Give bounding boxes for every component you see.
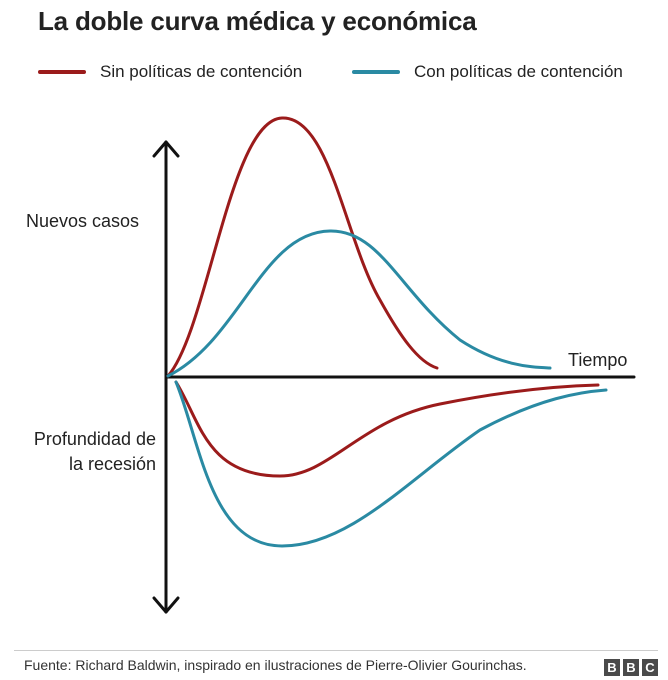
bbc-logo-letter: B (604, 659, 620, 676)
cases-curve-with-containment (166, 229, 552, 378)
legend-item-con-politicas: Con políticas de contención (352, 62, 623, 82)
chart-title: La doble curva médica y económica (38, 6, 477, 36)
x-axis-label-time: Tiempo (568, 350, 628, 370)
bbc-logo: B B C (604, 659, 658, 676)
vertical-axis-arrow-down (152, 596, 180, 614)
y-axis-label-cases: Nuevos casos (26, 211, 140, 231)
legend-swatch-red (38, 70, 86, 74)
recession-curve-with-containment (174, 380, 608, 548)
legend-item-sin-politicas: Sin políticas de contención (38, 62, 302, 82)
recession-curve-no-containment (174, 380, 600, 478)
cases-curve-no-containment (166, 116, 439, 378)
footer-divider (14, 650, 658, 651)
legend-label: Sin políticas de contención (100, 62, 303, 81)
bbc-logo-letter: B (623, 659, 639, 676)
double-curve-diagram (152, 116, 636, 614)
y-axis-label-recession: Profundidad de la recesión (33, 429, 156, 474)
source-note: Fuente: Richard Baldwin, inspirado en il… (24, 657, 527, 673)
bbc-logo-letter: C (642, 659, 658, 676)
legend: Sin políticas de contención Con política… (0, 62, 668, 86)
vertical-axis-arrow-up (152, 140, 180, 158)
legend-swatch-blue (352, 70, 400, 74)
legend-label: Con políticas de contención (414, 62, 623, 81)
